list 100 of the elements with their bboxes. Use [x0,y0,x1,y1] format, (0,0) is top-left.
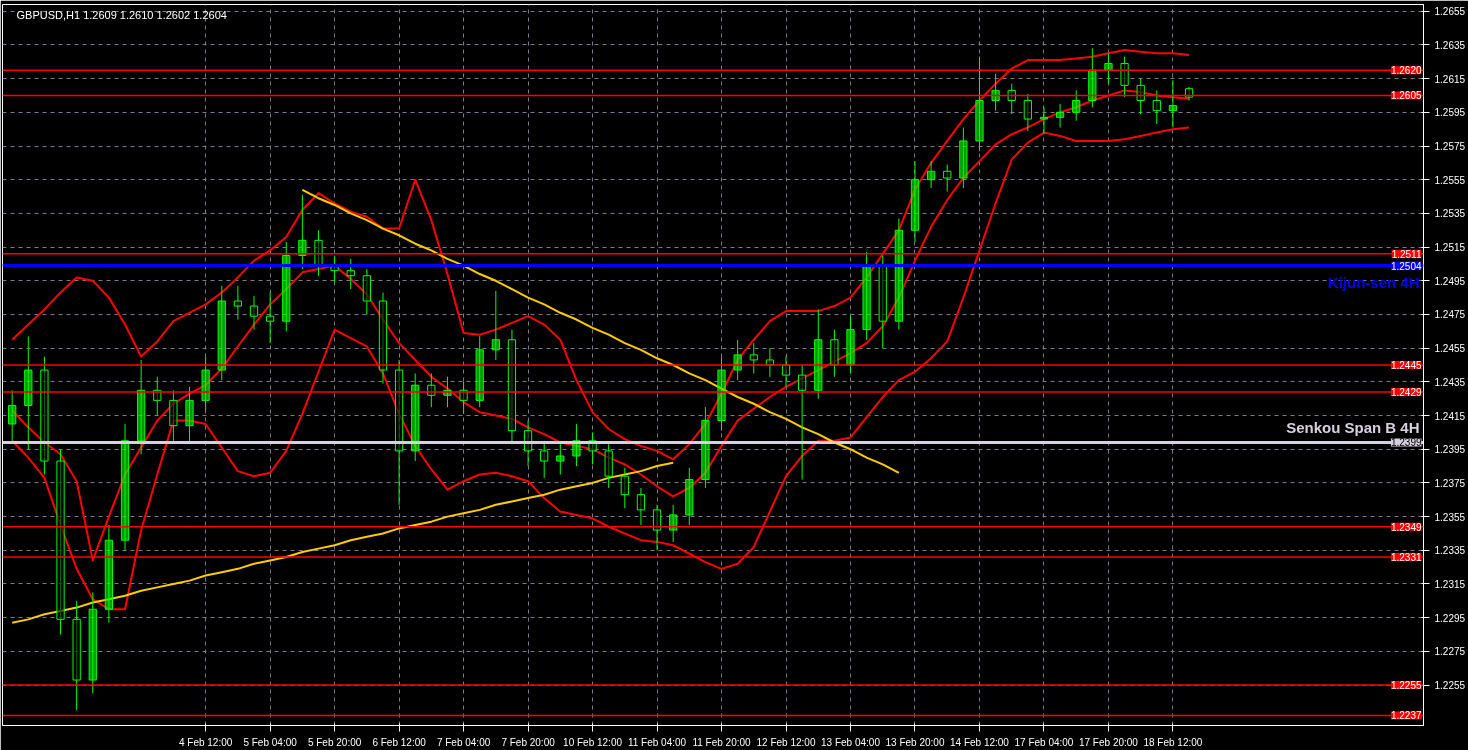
ref-line-label: 1.2605 [1390,90,1422,102]
candlestick [40,356,49,475]
candlestick [1055,103,1065,128]
y-tick-label: 1.2455 [1434,343,1466,355]
y-tick-label: 1.2575 [1434,141,1466,152]
ref-line-label: 1.2331 [1390,552,1422,564]
candlestick [104,524,114,624]
y-tick-label: 1.2275 [1434,646,1466,658]
candlestick [217,285,226,381]
x-tick-label: 14 Feb 12:00 [950,736,1010,748]
y-tick-label: 1.2595 [1434,107,1466,119]
ref-line-label: 1.2445 [1390,360,1422,371]
annotation: Senkou Span B 4H [1286,419,1420,437]
x-tick-label: 5 Feb 04:00 [243,736,298,748]
candlestick [943,164,952,192]
candlestick [475,335,484,408]
ref-line-label: 1.2429 [1390,386,1422,398]
candlestick [814,308,823,400]
candlestick [701,406,710,489]
ref-line-label: 1.2349 [1390,521,1422,533]
candlestick [894,217,903,331]
line-series [11,461,675,624]
candlestick [1039,106,1049,135]
x-tick-label: 17 Feb 04:00 [1014,736,1074,748]
y-tick-label: 1.2635 [1434,39,1466,51]
x-tick-label: 13 Feb 04:00 [821,736,881,748]
candlestick [394,359,404,506]
y-tick-label: 1.2395 [1434,444,1466,456]
candlestick [910,160,920,243]
candlestick [1120,56,1129,98]
ref-line-label: 1.2511 [1391,248,1422,260]
candlestick [72,600,81,711]
candlestick [1023,93,1032,132]
ref-line-label: 1.2399 [1390,437,1422,449]
candlestick [1168,79,1178,128]
y-tick-label: 1.2555 [1434,174,1466,186]
candlestick [233,285,242,321]
candlestick [8,389,17,442]
candlestick [491,290,500,361]
y-tick-label: 1.2335 [1434,545,1466,557]
x-tick-label: 13 Feb 20:00 [885,736,945,748]
y-tick-label: 1.2655 [1434,6,1466,18]
candlestick [846,315,855,374]
candlestick [830,329,839,378]
candlestick [749,342,758,374]
y-tick-label: 1.2515 [1434,242,1466,254]
candlestick [878,255,887,349]
x-tick-label: 7 Feb 20:00 [501,736,556,748]
x-tick-label: 11 Feb 20:00 [692,736,752,748]
candlestick [1152,89,1161,125]
candlestick [1072,89,1081,122]
candlestick [88,591,97,694]
y-tick-label: 1.2355 [1434,511,1466,523]
candlestick [411,372,420,462]
y-tick-label: 1.2435 [1434,376,1466,388]
candlestick [169,389,178,442]
annotation: Kijun-sen 4H [1327,273,1420,291]
candlestick [1088,47,1097,108]
x-tick-label: 6 Feb 12:00 [372,736,427,748]
ref-line-label: 1.2255 [1390,680,1422,692]
y-tick-label: 1.2375 [1434,477,1466,489]
x-tick-label: 18 Feb 12:00 [1143,736,1203,748]
y-tick-label: 1.2495 [1434,275,1466,287]
candlestick [362,268,371,315]
candlestick [620,467,629,509]
x-tick-label: 5 Feb 20:00 [307,736,362,748]
candlestick [201,356,210,411]
x-tick-label: 12 Feb 12:00 [756,736,816,748]
candlestick [282,241,291,332]
candlestick [959,126,968,189]
candlestick [249,295,259,331]
ref-line-label: 1.2504 [1390,260,1422,272]
ref-line-label: 1.2237 [1390,710,1422,722]
x-tick-label: 10 Feb 12:00 [563,736,623,748]
candlestick [185,386,194,442]
candlestick [1184,86,1194,102]
candlestick [120,423,130,551]
candlestick [56,448,65,636]
y-tick-label: 1.2295 [1434,612,1466,624]
candlestick [862,251,871,341]
candlestick [636,487,646,526]
candlestick [1007,83,1016,115]
y-tick-label: 1.2475 [1434,309,1466,321]
candlestick [346,258,355,290]
candlestick [991,73,1000,112]
candlestick [717,356,726,432]
candlestick [926,160,936,189]
ref-line-label: 1.2620 [1390,65,1422,77]
candlestick [798,364,807,481]
chart-title: GBPUSD,H1 1.2609 1.2610 1.2602 1.2604 [16,8,227,21]
candlestick [298,194,307,270]
candlestick [137,359,146,455]
x-tick-label: 7 Feb 04:00 [436,736,491,748]
x-tick-label: 4 Feb 12:00 [178,736,233,748]
candlestick [652,504,662,551]
y-tick-label: 1.2535 [1434,208,1466,220]
line-series [301,188,900,474]
y-tick-label: 1.2615 [1434,73,1466,85]
x-tick-label: 17 Feb 20:00 [1078,736,1139,748]
candlestick [556,443,565,475]
